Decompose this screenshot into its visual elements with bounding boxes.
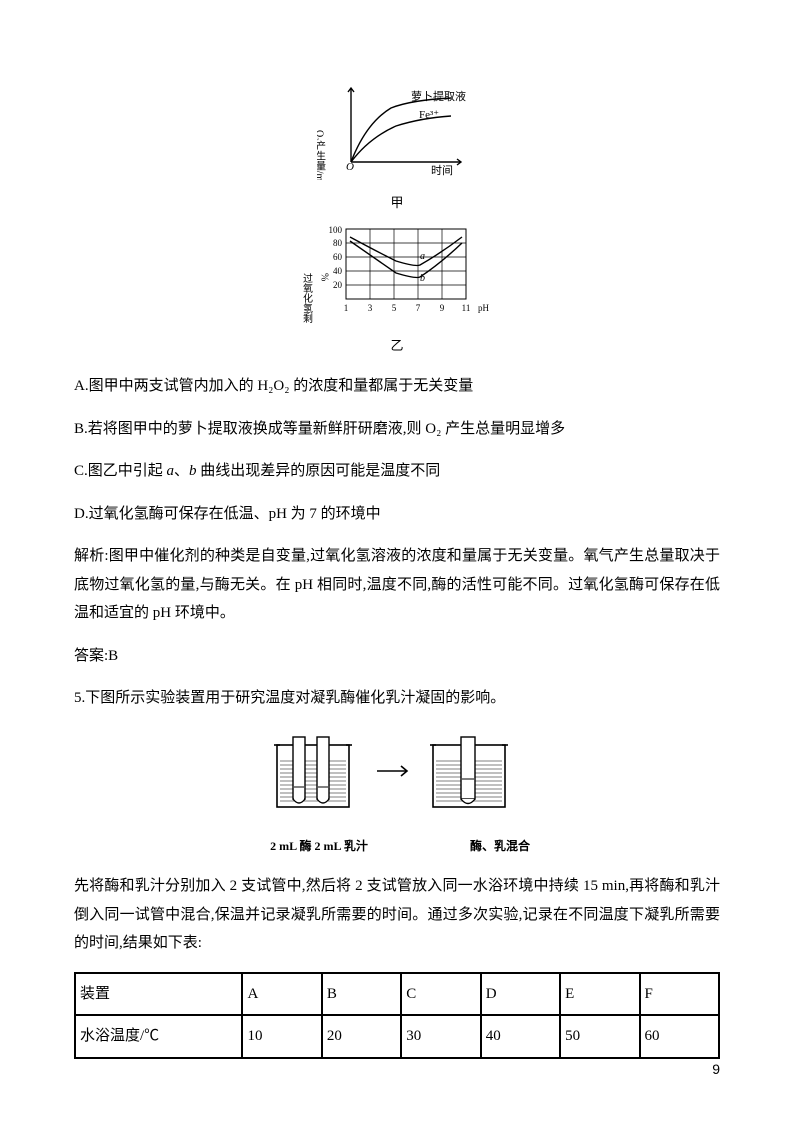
svg-text:a: a xyxy=(420,251,425,262)
svg-text:11: 11 xyxy=(462,303,471,313)
svg-text:O: O xyxy=(346,161,354,173)
svg-text:时间: 时间 xyxy=(431,164,453,177)
apparatus-diagram xyxy=(74,731,720,832)
svg-text:b: b xyxy=(420,273,425,284)
svg-text:7: 7 xyxy=(416,303,421,313)
svg-text:3: 3 xyxy=(368,303,373,313)
svg-text:%: % xyxy=(319,273,330,281)
results-table: 装置 A B C D E F 水浴温度/℃ 10 20 30 40 50 60 xyxy=(74,972,720,1059)
svg-text:100: 100 xyxy=(329,225,343,235)
svg-text:40: 40 xyxy=(333,266,343,276)
y-axis-label-1: O₂产生量/mL xyxy=(317,130,326,180)
svg-text:20: 20 xyxy=(333,280,343,290)
option-d: D.过氧化氢酶可保存在低温、pH 为 7 的环境中 xyxy=(74,500,720,529)
svg-text:5: 5 xyxy=(392,303,397,313)
option-a: A.图甲中两支试管内加入的 H₂O₂ 的浓度和量都属于无关变量 xyxy=(74,372,720,401)
page-number: 9 xyxy=(712,1056,720,1083)
svg-text:80: 80 xyxy=(333,238,343,248)
series-label-2: Fe³⁺ xyxy=(419,109,439,121)
table-row: 装置 A B C D E F xyxy=(75,973,719,1016)
question-5: 5.下图所示实验装置用于研究温度对凝乳酶催化乳汁凝固的影响。 xyxy=(74,684,720,713)
svg-text:pH: pH xyxy=(478,303,490,313)
svg-text:60: 60 xyxy=(333,252,343,262)
chart2-caption: 乙 xyxy=(74,334,720,359)
q5-body: 先将酶和乳汁分别加入 2 支试管中,然后将 2 支试管放入同一水浴环境中持续 1… xyxy=(74,872,720,958)
answer: 答案:B xyxy=(74,642,720,671)
chart-yi: a b 100 80 60 40 20 1 3 5 7 9 11 pH 过氧化氢… xyxy=(74,223,720,358)
chart-jia: 萝卜提取液 Fe³⁺ O 时间 O₂产生量/mL 甲 xyxy=(74,80,720,215)
table-row: 水浴温度/℃ 10 20 30 40 50 60 xyxy=(75,1015,719,1058)
svg-text:9: 9 xyxy=(440,303,445,313)
explanation: 解析:图甲中催化剂的种类是自变量,过氧化氢溶液的浓度和量属于无关变量。氧气产生总… xyxy=(74,542,720,628)
chart1-caption: 甲 xyxy=(74,191,720,216)
option-b: B.若将图甲中的萝卜提取液换成等量新鲜肝研磨液,则 O₂ 产生总量明显增多 xyxy=(74,415,720,444)
diagram-labels: 2 mL 酶 2 mL 乳汁 酶、乳混合 xyxy=(74,835,720,858)
option-c: C.图乙中引起 a、b 曲线出现差异的原因可能是温度不同 xyxy=(74,457,720,486)
y-axis-label-2: 过氧化氢剩余量 xyxy=(302,272,313,323)
series-label-1: 萝卜提取液 xyxy=(411,89,466,103)
svg-text:1: 1 xyxy=(344,303,349,313)
